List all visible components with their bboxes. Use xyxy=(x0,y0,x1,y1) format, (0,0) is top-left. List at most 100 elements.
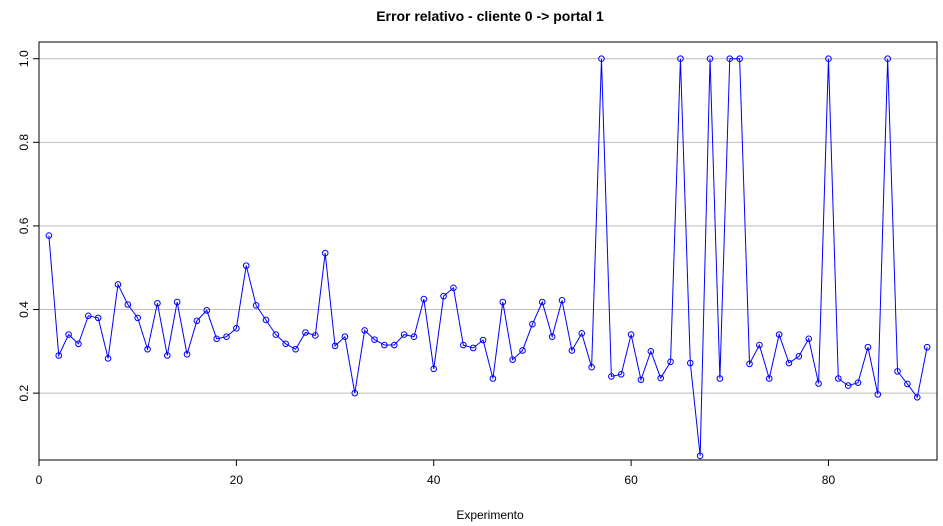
data-point xyxy=(923,343,931,351)
data-point xyxy=(825,55,832,63)
data-point xyxy=(657,374,664,382)
data-point xyxy=(381,341,388,349)
data-point xyxy=(558,297,566,304)
data-point xyxy=(104,355,112,362)
y-tick-label: 0.4 xyxy=(17,301,31,318)
data-point xyxy=(765,375,773,382)
data-point xyxy=(460,341,467,349)
data-point xyxy=(321,249,329,257)
data-point xyxy=(726,55,734,63)
x-axis-label: Experimento xyxy=(456,508,524,522)
data-point xyxy=(677,55,684,63)
data-point xyxy=(134,314,141,322)
data-point xyxy=(410,333,418,340)
data-point xyxy=(637,376,645,384)
data-point xyxy=(687,359,694,367)
data-point xyxy=(341,333,349,340)
data-point xyxy=(667,358,674,366)
series-line-group xyxy=(48,58,928,456)
data-point xyxy=(292,345,299,353)
data-point xyxy=(430,365,438,373)
data-point xyxy=(598,55,605,63)
data-point xyxy=(489,375,497,382)
data-point xyxy=(538,298,546,306)
y-tick-label: 0.6 xyxy=(17,217,31,234)
data-point xyxy=(193,317,201,325)
series-line xyxy=(48,58,928,456)
data-point xyxy=(213,335,220,343)
data-point xyxy=(716,375,724,382)
data-point xyxy=(775,331,783,338)
data-point xyxy=(815,380,822,387)
data-point xyxy=(844,382,852,389)
data-point xyxy=(736,55,743,63)
data-point xyxy=(55,352,63,359)
data-point xyxy=(282,340,290,348)
data-point xyxy=(608,373,615,380)
data-point xyxy=(706,55,714,63)
data-point xyxy=(144,345,151,353)
data-point xyxy=(312,332,319,339)
data-point xyxy=(785,359,793,367)
data-point xyxy=(627,331,635,338)
data-point xyxy=(904,380,911,388)
data-point xyxy=(272,331,280,338)
data-point xyxy=(588,363,595,371)
data-point xyxy=(331,342,339,350)
data-point xyxy=(568,347,576,354)
data-point xyxy=(252,302,260,309)
data-point xyxy=(203,307,211,314)
data-point xyxy=(390,341,398,349)
data-point xyxy=(499,298,507,306)
data-point xyxy=(617,371,625,378)
data-point xyxy=(440,292,447,300)
data-point xyxy=(746,360,753,368)
data-point xyxy=(233,325,240,332)
data-point xyxy=(124,301,132,308)
data-point xyxy=(75,340,82,348)
plot-frame xyxy=(38,41,938,461)
data-point xyxy=(183,350,191,358)
data-point xyxy=(874,391,882,398)
data-point xyxy=(65,331,72,338)
data-point xyxy=(400,331,408,338)
data-point xyxy=(479,336,487,344)
data-point xyxy=(854,379,862,386)
data-point xyxy=(519,347,526,354)
data-point xyxy=(578,330,586,337)
data-point xyxy=(420,295,428,303)
data-point xyxy=(223,333,230,340)
data-point xyxy=(302,329,309,336)
data-point xyxy=(647,348,655,355)
data-point xyxy=(548,333,556,340)
data-point xyxy=(696,452,704,460)
x-tick-label: 0 xyxy=(36,473,43,487)
data-point xyxy=(173,298,181,306)
data-point xyxy=(795,353,803,360)
data-point xyxy=(864,343,872,351)
data-point xyxy=(529,320,536,328)
y-tick-label: 1.0 xyxy=(17,50,31,67)
x-tick-label: 60 xyxy=(624,473,638,487)
x-tick-label: 80 xyxy=(822,473,836,487)
data-point xyxy=(469,344,477,352)
data-point xyxy=(94,314,102,322)
data-point xyxy=(45,232,53,239)
data-point xyxy=(114,281,122,288)
data-point xyxy=(262,316,270,324)
y-axis: 0.2 0.4 0.6 0.8 1.0 xyxy=(17,50,39,401)
data-point xyxy=(361,327,368,334)
x-tick-label: 40 xyxy=(427,473,441,487)
y-tick-label: 0.2 xyxy=(17,384,31,401)
data-point xyxy=(371,336,378,343)
data-point xyxy=(509,356,516,363)
chart-title: Error relativo - cliente 0 -> portal 1 xyxy=(376,8,604,24)
data-point xyxy=(242,262,250,269)
data-points-group xyxy=(45,55,931,460)
x-tick-label: 20 xyxy=(230,473,244,487)
y-tick-label: 0.8 xyxy=(17,134,31,151)
data-point xyxy=(154,299,161,307)
x-axis: 0 20 40 60 80 xyxy=(36,460,836,487)
